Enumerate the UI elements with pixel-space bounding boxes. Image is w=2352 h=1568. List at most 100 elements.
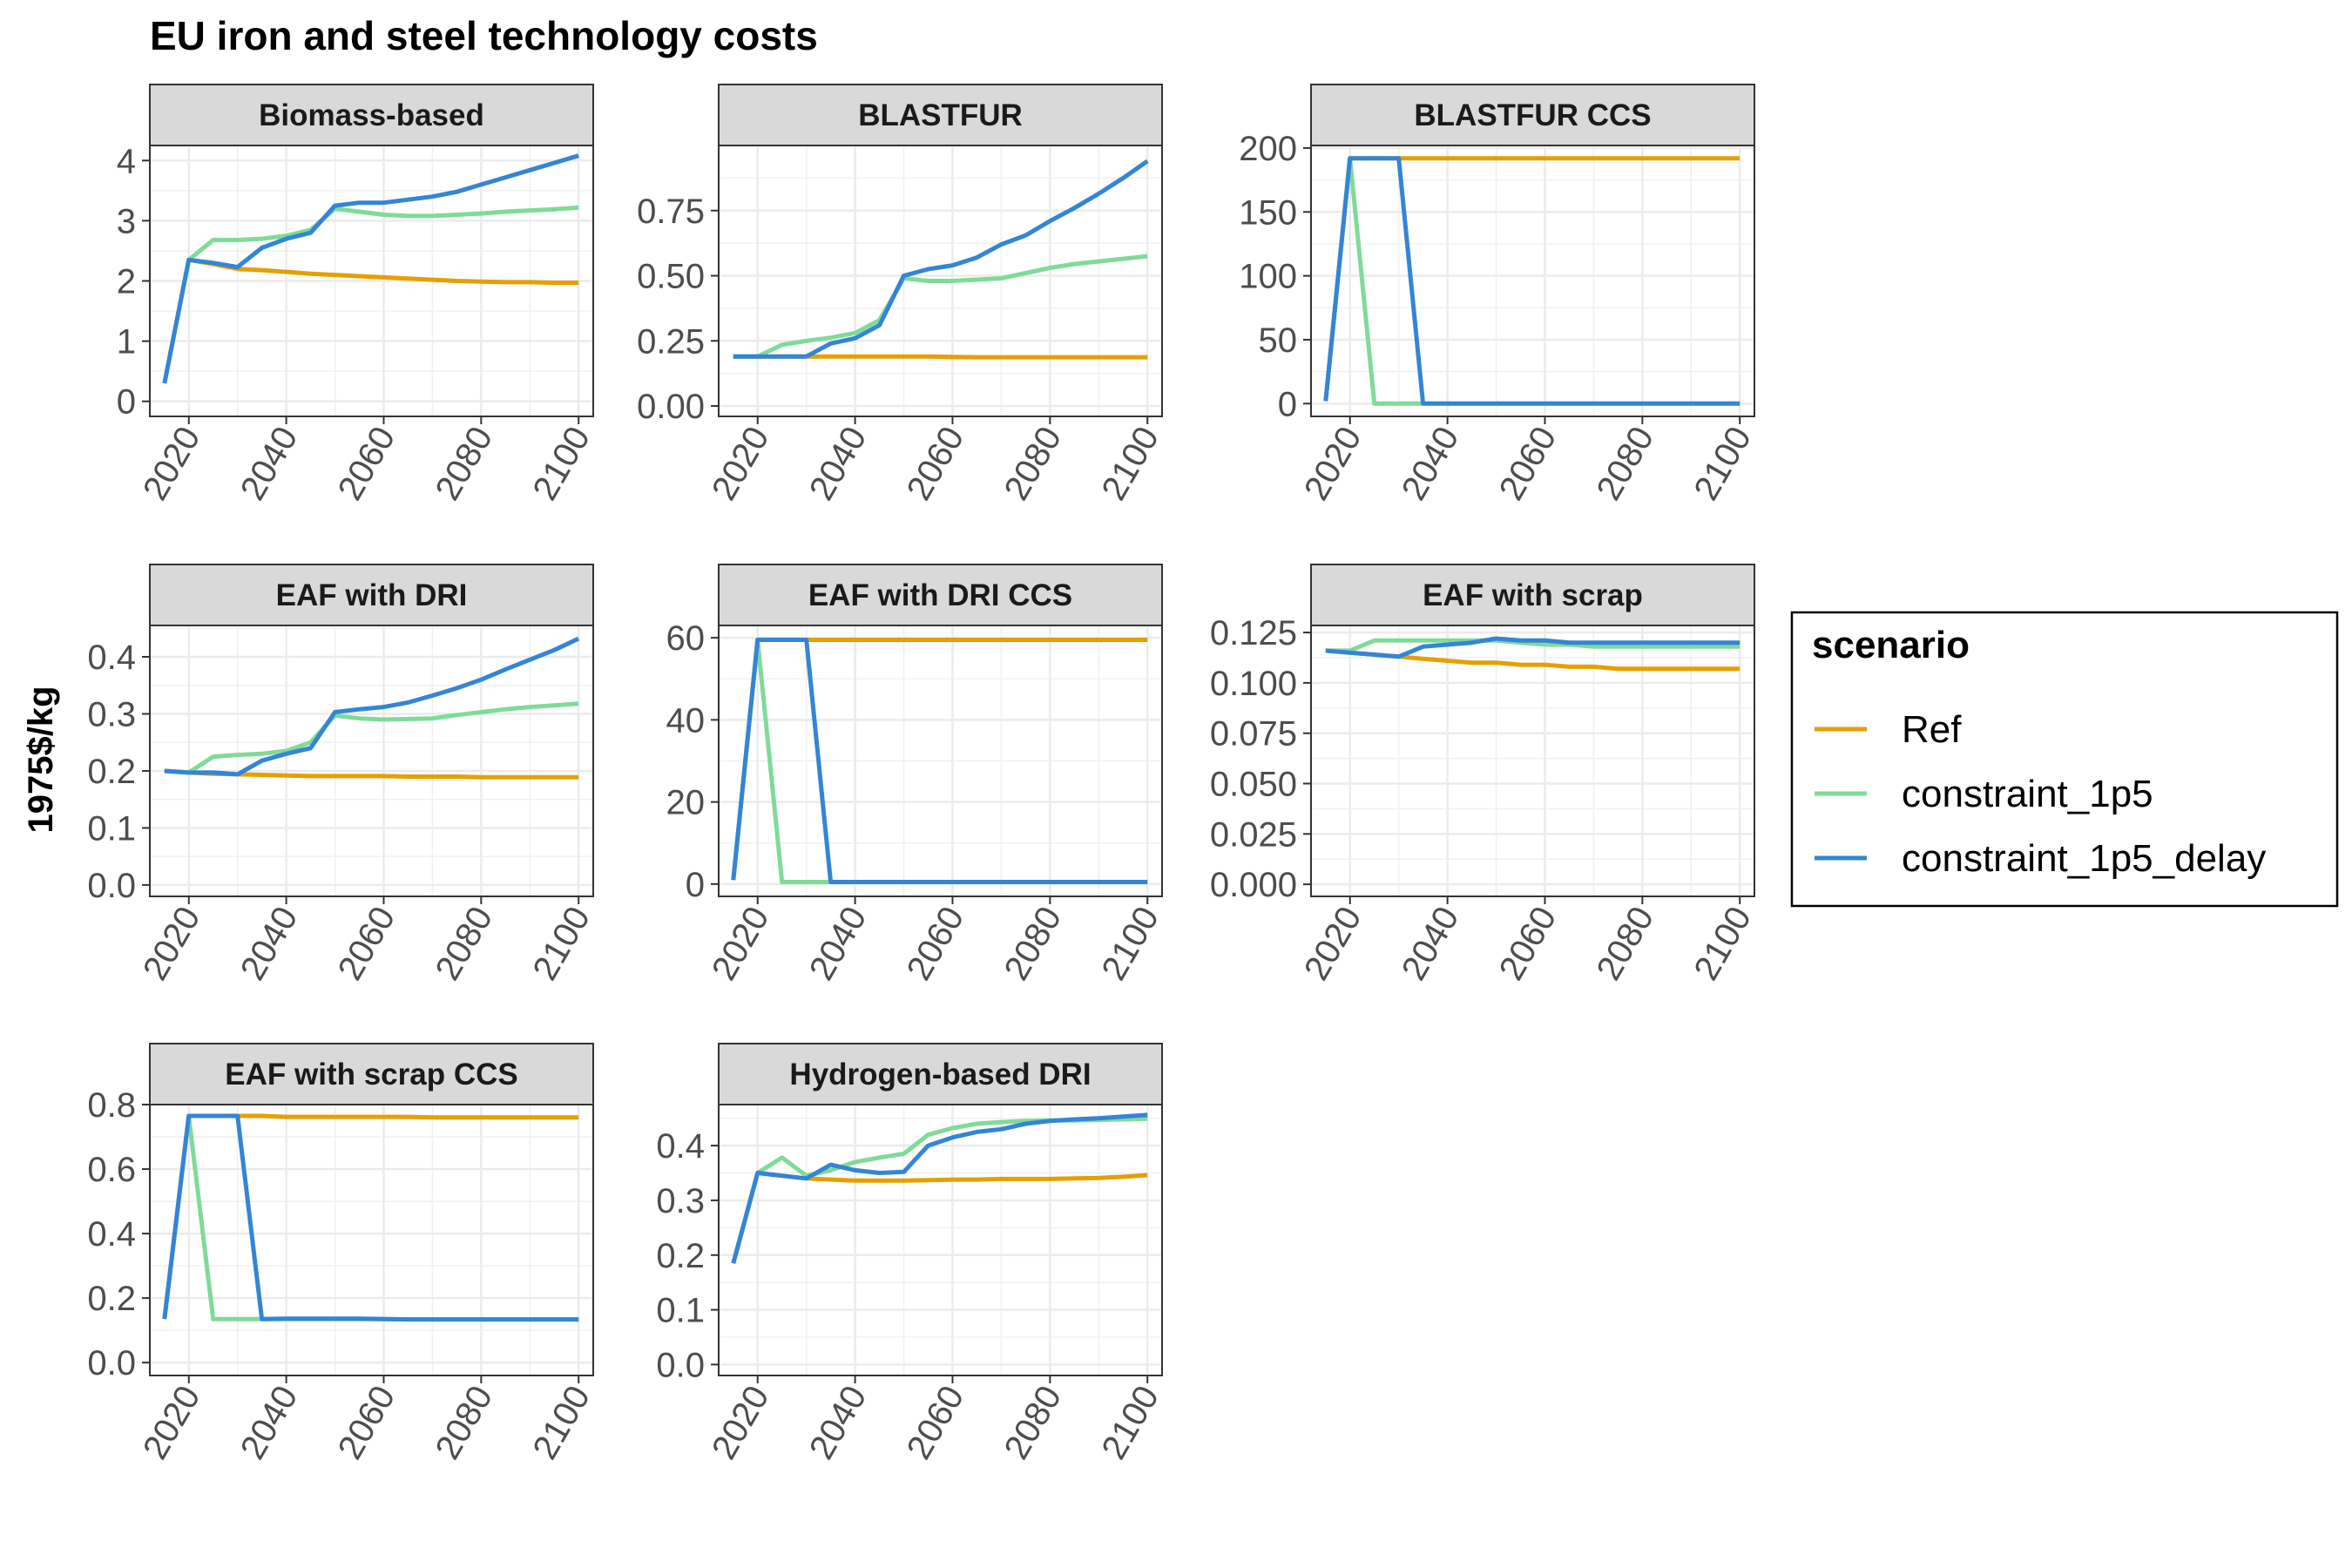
- panel-border: [1310, 625, 1755, 897]
- strip-biomass-based: [149, 84, 594, 146]
- series-group: [162, 153, 579, 384]
- y-tick-label: 0.6: [87, 1151, 136, 1189]
- y-tick-label: 0.8: [87, 1086, 136, 1125]
- panel-border: [149, 1104, 594, 1376]
- y-tick-label: 0.0: [656, 1346, 705, 1384]
- y-tick-label: 0.000: [1210, 866, 1297, 904]
- strip-label-eaf-with-scrap-ccs: EAF with scrap CCS: [225, 1058, 517, 1092]
- legend-box: [1790, 611, 2339, 908]
- strip-label-blastfur-ccs: BLASTFUR CCS: [1414, 98, 1651, 132]
- series-group: [162, 1113, 579, 1322]
- y-tick-label: 0: [686, 866, 705, 904]
- legend-label: constraint_1p5: [1902, 773, 2153, 815]
- panel-border: [149, 145, 594, 417]
- series-group: [731, 638, 1148, 884]
- y-tick-label: 0.4: [87, 1215, 136, 1254]
- y-tick-label: 0.4: [87, 639, 136, 677]
- series-line-constraint-1p5: [1325, 638, 1740, 653]
- strip-hydrogen-based-dri: [718, 1043, 1163, 1105]
- series-group: [1325, 636, 1740, 672]
- strip-label-eaf-with-dri-ccs: EAF with DRI CCS: [808, 578, 1072, 612]
- strip-eaf-with-scrap-ccs: [149, 1043, 594, 1105]
- y-tick-label: 0.3: [87, 695, 136, 733]
- y-tick-label: 0.075: [1210, 715, 1297, 754]
- plot-area: [719, 1105, 1162, 1375]
- strip-eaf-with-scrap: [1310, 564, 1755, 626]
- legend-entry-constraint-1p5-delay: constraint_1p5_delay: [1815, 837, 2266, 880]
- strip-label-eaf-with-dri: EAF with DRI: [276, 578, 468, 612]
- y-tick-label: 0: [117, 383, 136, 422]
- y-tick-label: 150: [1239, 193, 1297, 232]
- panel-border: [1310, 145, 1755, 417]
- series-group: [731, 1112, 1148, 1264]
- y-tick-label: 0.050: [1210, 766, 1297, 804]
- series-group: [1323, 156, 1740, 406]
- y-tick-label: 0.100: [1210, 665, 1297, 703]
- series-line-constraint-1p5: [164, 701, 579, 775]
- panel-border: [149, 625, 594, 897]
- y-tick-label: 0.00: [637, 388, 705, 426]
- y-tick-label: 0.025: [1210, 815, 1297, 854]
- y-tick-label: 0.2: [87, 1280, 136, 1318]
- y-tick-label: 0.1: [87, 809, 136, 848]
- y-tick-label: 0.25: [637, 322, 705, 361]
- legend-entries: Ref constraint_1p5 constraint_1p5_delay: [1815, 708, 2266, 880]
- y-tick-label: 0.2: [87, 753, 136, 791]
- y-tick-label: 0.50: [637, 258, 705, 296]
- series-line-constraint-1p5-delay: [1325, 636, 1740, 659]
- y-tick-label: 0.3: [656, 1182, 705, 1220]
- y-tick-label: 50: [1259, 321, 1298, 360]
- series-line-constraint-1p5-delay: [1323, 156, 1740, 406]
- strip-eaf-with-dri-ccs: [718, 564, 1163, 626]
- y-tick-label: 20: [666, 784, 706, 822]
- y-tick-label: 0.125: [1210, 614, 1297, 652]
- panel-border: [718, 625, 1163, 897]
- strip-label-hydrogen-based-dri: Hydrogen-based DRI: [789, 1058, 1091, 1092]
- legend-entry-ref: Ref: [1815, 708, 1962, 751]
- y-tick-label: 0.0: [87, 1344, 136, 1382]
- series-line-constraint-1p5-delay: [731, 638, 1148, 884]
- series-line-constraint-1p5: [162, 205, 579, 384]
- y-tick-label: 0.2: [656, 1237, 705, 1275]
- series-line-constraint-1p5-delay: [164, 636, 580, 777]
- strip-label-biomass-based: Biomass-based: [259, 98, 484, 132]
- panel-border: [718, 1104, 1163, 1376]
- y-tick-label: 60: [666, 619, 706, 658]
- y-tick-label: 3: [117, 202, 136, 240]
- y-tick-label: 0.1: [656, 1292, 705, 1330]
- series-group: [733, 159, 1149, 360]
- series-group: [164, 636, 580, 780]
- legend-label: Ref: [1902, 708, 1962, 751]
- series-line-constraint-1p5: [733, 253, 1148, 359]
- series-line-constraint-1p5-delay: [162, 1113, 579, 1322]
- strip-blastfur: [718, 84, 1163, 146]
- plot-area: [150, 625, 593, 896]
- y-tick-label: 1: [117, 323, 136, 362]
- y-tick-label: 2: [117, 263, 136, 301]
- y-axis-label: 1975$/kg: [22, 686, 60, 833]
- strip-label-blastfur: BLASTFUR: [858, 98, 1023, 132]
- series-line-constraint-1p5-delay: [162, 153, 579, 384]
- legend: scenario Ref constraint_1p5 constraint_1p5…: [1790, 611, 2339, 908]
- y-tick-label: 100: [1239, 258, 1297, 296]
- legend-title: scenario: [1812, 624, 1970, 666]
- y-tick-label: 4: [117, 142, 136, 180]
- panel-border: [718, 145, 1163, 417]
- strip-eaf-with-dri: [149, 564, 594, 626]
- plot-area: [150, 1105, 593, 1375]
- plot-area: [1311, 145, 1754, 416]
- y-tick-label: 0.0: [87, 867, 136, 905]
- series-line-constraint-1p5-delay: [731, 1112, 1148, 1264]
- strip-label-eaf-with-scrap: EAF with scrap: [1423, 578, 1643, 612]
- y-tick-label: 40: [666, 701, 706, 740]
- y-tick-label: 0.4: [656, 1127, 705, 1166]
- legend-label: constraint_1p5_delay: [1902, 837, 2266, 880]
- legend-entry-constraint-1p5: constraint_1p5: [1815, 773, 2153, 815]
- y-tick-label: 200: [1239, 130, 1297, 168]
- chart-title: EU iron and steel technology costs: [150, 13, 818, 58]
